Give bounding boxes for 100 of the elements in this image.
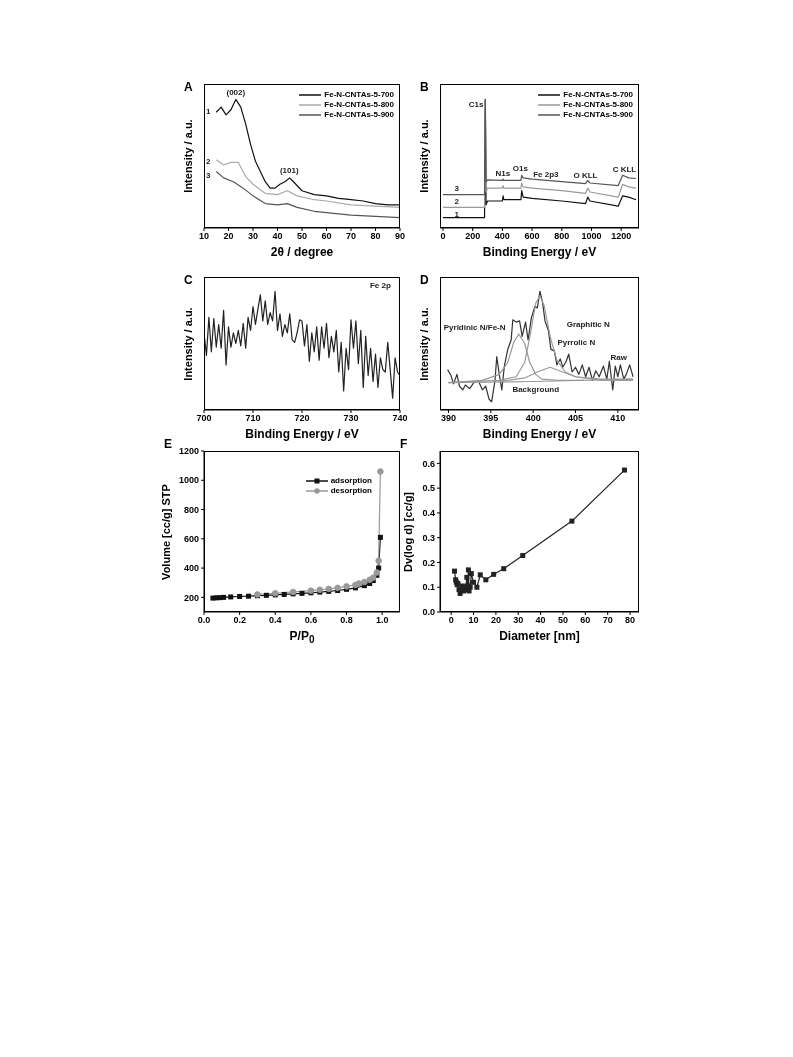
legend-label: Fe-N-CNTAs-5-800 <box>563 100 633 110</box>
y-tick-label: 400 <box>183 563 199 574</box>
annotation: 1 <box>205 106 211 116</box>
x-tick-label: 1.0 <box>375 615 389 626</box>
legend-label: Fe-N-CNTAs-5-800 <box>324 100 394 110</box>
annotation: 2 <box>205 156 211 166</box>
x-tick-label: 40 <box>535 615 546 626</box>
x-tick-label: 30 <box>513 615 524 626</box>
text: Fe 2p <box>369 280 391 290</box>
x-tick-label: 0.2 <box>233 615 246 626</box>
x-tick-label: 740 <box>392 413 408 424</box>
annotation: O1s <box>512 163 528 173</box>
chart-title: A <box>184 80 193 94</box>
annotation: (101) <box>279 165 299 175</box>
x-axis-title: Binding Energy / eV <box>482 245 597 259</box>
x-tick-label: 60 <box>580 615 591 626</box>
x-tick-label: 20 <box>490 615 501 626</box>
annotation: 3 <box>205 170 211 180</box>
text: (002) <box>226 87 246 97</box>
x-axis-title: Diameter [nm] <box>499 629 580 643</box>
x-tick-label: 0 <box>440 231 446 242</box>
annotation: C KLL <box>612 164 637 174</box>
legend-label: Fe-N-CNTAs-5-900 <box>324 110 394 120</box>
y-tick-label: 1200 <box>178 446 199 457</box>
y-axis-title: Intensity / a.u. <box>418 306 430 381</box>
x-tick-label: 405 <box>567 413 584 424</box>
chart-title: F <box>400 437 408 451</box>
annotation: Graphitic N <box>566 319 610 329</box>
x-tick-label: 200 <box>465 231 481 242</box>
y-tick-label: 0.2 <box>422 557 435 568</box>
x-tick-label: 0.4 <box>269 615 282 626</box>
x-tick-label: 40 <box>272 231 283 242</box>
y-tick-label: 800 <box>183 504 199 515</box>
x-tick-label: 700 <box>196 413 212 424</box>
x-tick-label: 400 <box>525 413 541 424</box>
y-tick-label: 0.0 <box>422 607 435 618</box>
legend-label: adsorption <box>330 476 372 486</box>
y-tick-label: 600 <box>183 534 199 545</box>
x-axis-title: P/P$_{0}$ <box>289 629 315 646</box>
x-tick-label: 390 <box>440 413 456 424</box>
annotation: Background <box>512 384 560 394</box>
annotation: 2 <box>454 196 459 206</box>
x-tick-label: 0.0 <box>197 615 211 626</box>
x-tick-label: 10 <box>468 615 479 626</box>
x-tick-label: 90 <box>394 231 406 242</box>
x-tick-label: 50 <box>557 615 568 626</box>
x-axis-title: Binding Energy / eV <box>482 427 597 441</box>
y-tick-label: 0.6 <box>422 458 435 469</box>
y-tick-label: 0.3 <box>422 532 435 543</box>
y-axis-title: Dv(log d) [cc/g] <box>402 491 414 572</box>
annotation: Pyridinic N/Fe-N <box>443 322 506 332</box>
x-tick-label: 710 <box>245 413 261 424</box>
x-tick-label: 70 <box>602 615 613 626</box>
x-tick-label: 0.6 <box>304 615 318 626</box>
chart-title: B <box>420 80 429 94</box>
annotation: O KLL <box>573 170 598 180</box>
x-tick-label: 600 <box>524 231 540 242</box>
annotation: N1s <box>495 168 511 178</box>
x-tick-label: 10 <box>198 231 210 242</box>
x-tick-label: 410 <box>610 413 626 424</box>
y-axis-title: Intensity / a.u. <box>182 119 194 193</box>
annotation: 3 <box>454 183 459 193</box>
annotation: Raw <box>610 352 627 362</box>
x-tick-label: 20 <box>223 231 234 242</box>
x-tick-label: 30 <box>247 231 259 242</box>
legend-label: Fe-N-CNTAs-5-700 <box>563 90 633 100</box>
x-tick-label: 800 <box>554 231 570 242</box>
annotation: Pyrrolic N <box>557 337 596 347</box>
chart-title: C <box>184 273 193 287</box>
y-tick-label: 0.1 <box>422 582 435 593</box>
y-tick-label: 200 <box>183 592 199 603</box>
x-tick-label: 0 <box>448 615 454 626</box>
annotation: 1 <box>454 209 459 219</box>
x-tick-label: 720 <box>294 413 310 424</box>
legend-label: Fe-N-CNTAs-5-700 <box>324 90 394 100</box>
x-axis-title: Binding Energy / eV <box>245 427 359 441</box>
x-tick-label: 80 <box>370 231 381 242</box>
x-axis-title: 2θ / degree <box>270 245 334 259</box>
x-tick-label: 70 <box>345 231 357 242</box>
x-tick-label: 80 <box>625 615 636 626</box>
y-tick-label: 0.5 <box>422 483 435 494</box>
x-tick-label: 1200 <box>611 231 632 242</box>
x-tick-label: 730 <box>343 413 359 424</box>
annotation: Fe 2p3 <box>533 169 559 179</box>
x-tick-label: 1000 <box>581 231 602 242</box>
chart-title: D <box>420 273 429 287</box>
annotation: C1s <box>468 99 484 109</box>
x-tick-label: 50 <box>296 231 308 242</box>
x-tick-label: 0.8 <box>340 615 353 626</box>
y-axis-title: Intensity / a.u. <box>418 119 430 193</box>
x-tick-label: 395 <box>483 413 499 424</box>
legend-label: Fe-N-CNTAs-5-900 <box>563 110 633 120</box>
y-axis-title: Intensity / a.u. <box>182 306 194 381</box>
y-tick-label: 1000 <box>178 475 199 486</box>
x-tick-label: 60 <box>321 231 332 242</box>
chart-title: E <box>164 437 173 451</box>
x-tick-label: 400 <box>494 231 510 242</box>
y-axis-title: Volume [cc/g] STP <box>160 483 172 580</box>
legend-label: desorption <box>330 486 372 496</box>
y-tick-label: 0.4 <box>422 508 435 519</box>
